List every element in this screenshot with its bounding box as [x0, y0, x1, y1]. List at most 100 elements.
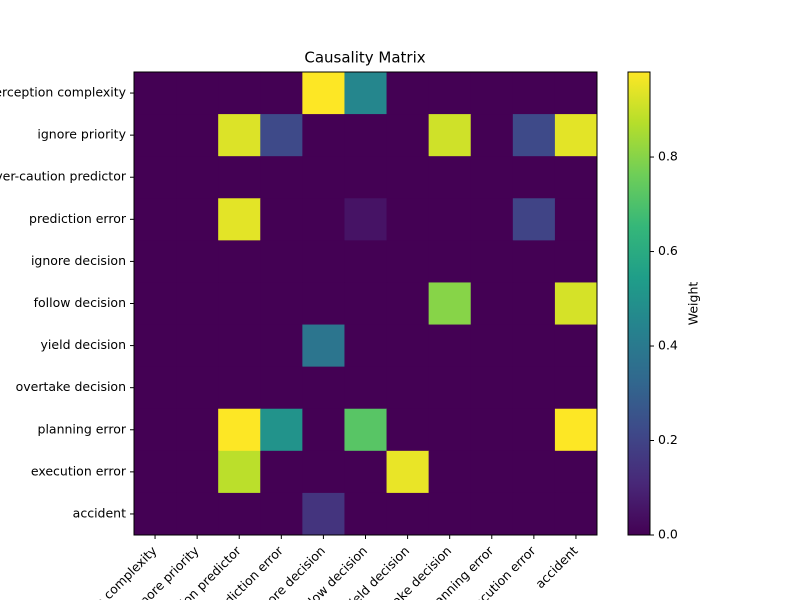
heatmap-cell — [386, 408, 430, 452]
heatmap-cell — [176, 324, 219, 368]
heatmap-cell — [512, 408, 556, 452]
heatmap-cell — [260, 156, 303, 199]
heatmap-cell — [470, 198, 514, 241]
heatmap-cell — [134, 282, 177, 326]
heatmap-cell — [470, 366, 514, 410]
heatmap-cell — [302, 492, 345, 536]
heatmap-cell — [302, 72, 345, 115]
heatmap-cell — [176, 408, 219, 452]
y-tick-label: follow decision — [34, 295, 126, 310]
heatmap-cell — [428, 114, 472, 157]
heatmap-cell — [512, 72, 556, 115]
heatmap-cell — [218, 72, 261, 115]
colorbar — [627, 71, 651, 536]
heatmap-cell — [302, 324, 345, 368]
heatmap-cell — [428, 366, 472, 410]
heatmap-cell — [428, 492, 472, 536]
heatmap-cell — [554, 450, 598, 494]
heatmap-cell — [554, 492, 598, 536]
colorbar-tick-label: 0.2 — [658, 432, 678, 447]
heatmap-cell — [470, 450, 514, 494]
heatmap-cell — [554, 366, 598, 410]
heatmap-cell — [260, 324, 303, 368]
heatmap-cell — [260, 72, 303, 115]
heatmap-cell — [176, 240, 219, 283]
heatmap-cell — [554, 324, 598, 368]
heatmap-cell — [176, 366, 219, 410]
heatmap-cell — [386, 450, 430, 494]
heatmap-cell — [134, 492, 177, 536]
heatmap-cell — [512, 198, 556, 241]
heatmap-cell — [344, 324, 388, 368]
chart-title: Causality Matrix — [304, 49, 425, 67]
y-tick-label: overtake decision — [16, 379, 126, 394]
heatmap-cell — [470, 408, 514, 452]
heatmap-cell — [176, 114, 219, 157]
heatmap-cell — [386, 492, 430, 536]
y-tick-label: execution error — [31, 463, 127, 478]
heatmap-cell — [134, 240, 177, 283]
heatmap-cell — [428, 72, 472, 115]
heatmap-cell — [260, 114, 303, 157]
y-tick-label: planning error — [38, 421, 127, 436]
heatmap-cell — [428, 450, 472, 494]
heatmap-cell — [512, 240, 556, 283]
heatmap-cell — [512, 366, 556, 410]
heatmap-cell — [554, 156, 598, 199]
heatmap-cell — [260, 240, 303, 283]
heatmap-cell — [344, 282, 388, 326]
heatmap-cell — [344, 492, 388, 536]
heatmap-cell — [134, 156, 177, 199]
heatmap-cell — [344, 240, 388, 283]
colorbar-tick-label: 0.8 — [658, 149, 678, 164]
colorbar-tick-label: 0.6 — [658, 243, 678, 258]
heatmap-cell — [386, 324, 430, 368]
heatmap-cell — [428, 198, 472, 241]
heatmap-cell — [134, 114, 177, 157]
heatmap-cell — [386, 156, 430, 199]
heatmap-cell — [134, 450, 177, 494]
heatmap-cell — [344, 450, 388, 494]
heatmap-cell — [176, 156, 219, 199]
heatmap-cell — [134, 366, 177, 410]
y-tick-label: over-caution predictor — [0, 169, 127, 184]
heatmap-cell — [344, 198, 388, 241]
heatmap-cell — [386, 282, 430, 326]
heatmap-cell — [302, 240, 345, 283]
colorbar-tick-label: 0.0 — [658, 527, 678, 542]
heatmap-cell — [218, 450, 261, 494]
heatmap-cell — [554, 72, 598, 115]
heatmap-cell — [428, 408, 472, 452]
y-tick-label: ignore decision — [31, 253, 126, 268]
heatmap-cell — [470, 114, 514, 157]
colorbar-label: Weight — [686, 282, 701, 326]
heatmap-cell — [302, 114, 345, 157]
heatmap-cell — [386, 366, 430, 410]
heatmap-cell — [386, 114, 430, 157]
heatmap-cell — [176, 72, 219, 115]
heatmap-cell — [386, 198, 430, 241]
heatmap-cell — [470, 156, 514, 199]
colorbar-tick-label: 0.4 — [658, 338, 678, 353]
heatmap-cell — [218, 408, 261, 452]
heatmap-cell — [554, 240, 598, 283]
y-tick-label: prediction error — [29, 211, 127, 226]
heatmap-cell — [260, 450, 303, 494]
heatmap-cell — [260, 198, 303, 241]
heatmap-cell — [554, 114, 598, 157]
y-tick-label: accident — [73, 505, 126, 520]
y-tick-label: ignore priority — [37, 127, 126, 142]
heatmap-cell — [428, 156, 472, 199]
heatmap-cell — [260, 282, 303, 326]
y-tick-label: perception complexity — [0, 85, 127, 100]
heatmap-cell — [386, 72, 430, 115]
heatmap-cell — [470, 492, 514, 536]
x-tick-label: accident — [532, 543, 580, 591]
heatmap-cell — [218, 366, 261, 410]
heatmap-cell — [218, 198, 261, 241]
heatmap-cell — [344, 114, 388, 157]
heatmap-cell — [512, 156, 556, 199]
heatmap-cell — [218, 156, 261, 199]
